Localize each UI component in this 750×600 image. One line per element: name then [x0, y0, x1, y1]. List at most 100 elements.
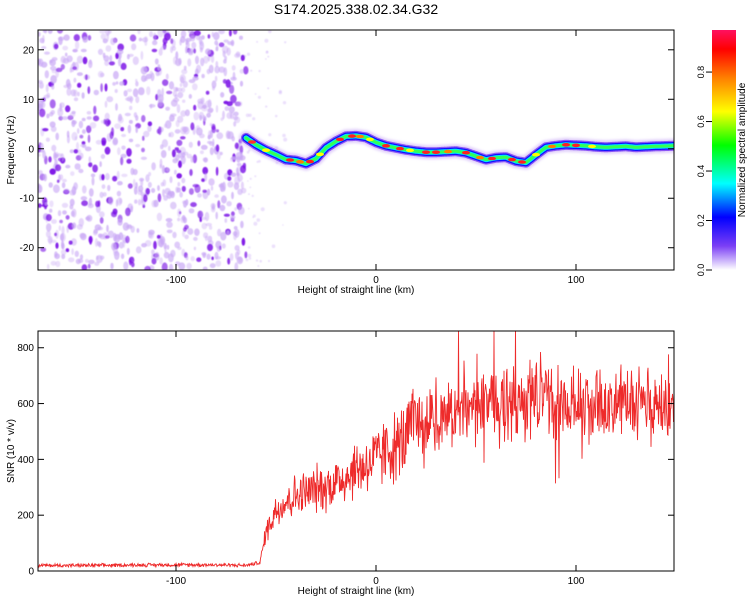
noise-blob: [88, 197, 93, 206]
noise-blob: [38, 31, 41, 37]
trace-hotspot: [382, 144, 390, 148]
noise-blob: [71, 120, 77, 125]
noise-blob: [39, 108, 46, 118]
noise-blob: [184, 224, 189, 230]
noise-blob: [128, 119, 133, 124]
noise-blob: [210, 185, 214, 191]
colorbar-label: Normalized spectral amplitude: [737, 82, 748, 217]
noise-blob: [202, 114, 206, 122]
noise-blob: [189, 169, 193, 176]
trace-hotspot: [548, 144, 556, 149]
noise-blob: [170, 201, 177, 210]
noise-blob: [69, 67, 73, 73]
trace-hotspot: [262, 148, 270, 152]
noise-blob: [230, 39, 235, 47]
noise-blob: [174, 241, 181, 249]
noise-blob: [193, 48, 197, 54]
noise-blob: [179, 39, 182, 46]
noise-blob: [77, 149, 82, 155]
noise-blob: [223, 100, 229, 105]
noise-blob: [73, 149, 79, 154]
noise-blob: [82, 36, 88, 43]
noise-blob: [209, 263, 216, 269]
noise-blob: [137, 30, 141, 35]
noise-blob: [146, 86, 151, 96]
noise-blob: [227, 257, 231, 265]
noise-blob: [116, 49, 124, 55]
noise-blob: [163, 242, 167, 250]
noise-speck: [248, 113, 252, 118]
x-tick-label: 100: [568, 275, 585, 286]
noise-blob: [225, 79, 231, 88]
noise-blob: [166, 229, 173, 234]
noise-blob: [164, 32, 171, 41]
noise-blob: [163, 123, 167, 128]
noise-speck: [256, 218, 261, 222]
noise-blob: [58, 116, 63, 121]
noise-blob: [79, 134, 84, 139]
trace-hotspot: [296, 160, 304, 164]
trace-hotspot: [532, 152, 540, 157]
noise-blob: [151, 188, 156, 193]
noise-blob: [55, 67, 63, 73]
noise-blob: [196, 64, 201, 74]
noise-blob: [148, 229, 155, 235]
noise-blob: [231, 135, 235, 142]
noise-blob: [176, 149, 182, 154]
noise-blob: [54, 253, 60, 260]
noise-blob: [223, 67, 228, 77]
noise-blob: [78, 168, 84, 174]
noise-blob: [144, 240, 152, 247]
noise-blob: [232, 231, 238, 237]
spectrogram-y-ticks: -20 -10 0 10 20: [20, 45, 674, 254]
noise-speck: [283, 201, 287, 205]
noise-blob: [121, 173, 128, 178]
noise-blob: [137, 199, 142, 206]
noise-blob: [91, 176, 95, 186]
noise-blob: [55, 229, 59, 239]
trace-hotspot: [432, 150, 440, 154]
noise-blob: [218, 30, 225, 35]
noise-blob: [181, 177, 186, 184]
noise-blob: [170, 46, 174, 54]
noise-blob: [161, 262, 168, 270]
noise-blob: [182, 230, 185, 238]
noise-blob: [208, 178, 215, 186]
noise-blob: [76, 72, 83, 76]
noise-blob: [44, 51, 50, 55]
noise-blob: [230, 172, 237, 177]
noise-blob: [42, 128, 49, 132]
noise-blob: [174, 129, 181, 134]
noise-blob: [241, 237, 246, 246]
noise-blob: [207, 188, 211, 196]
noise-blob: [223, 213, 230, 217]
noise-blob: [80, 48, 87, 53]
noise-blob: [63, 34, 70, 41]
noise-blob: [100, 83, 103, 93]
noise-blob: [229, 253, 234, 261]
noise-blob: [40, 61, 48, 68]
noise-blob: [144, 265, 151, 270]
noise-blob: [120, 127, 125, 132]
noise-blob: [163, 251, 170, 259]
noise-speck: [256, 160, 259, 163]
noise-blob: [218, 42, 225, 48]
noise-blob: [176, 173, 182, 179]
noise-blob: [86, 125, 92, 134]
noise-blob: [74, 136, 78, 141]
noise-blob: [226, 230, 230, 236]
noise-blob: [111, 242, 117, 251]
noise-speck: [257, 265, 260, 267]
noise-blob: [44, 202, 48, 206]
noise-blob: [180, 30, 187, 38]
noise-blob: [142, 66, 148, 72]
noise-blob: [221, 243, 226, 249]
noise-blob: [215, 211, 218, 220]
noise-blob: [195, 55, 199, 65]
noise-blob: [51, 219, 57, 224]
snr-frame: [37, 330, 675, 572]
noise-blob: [116, 170, 120, 180]
noise-blob: [41, 101, 46, 109]
noise-blob: [169, 114, 175, 122]
noise-blob: [185, 199, 189, 206]
